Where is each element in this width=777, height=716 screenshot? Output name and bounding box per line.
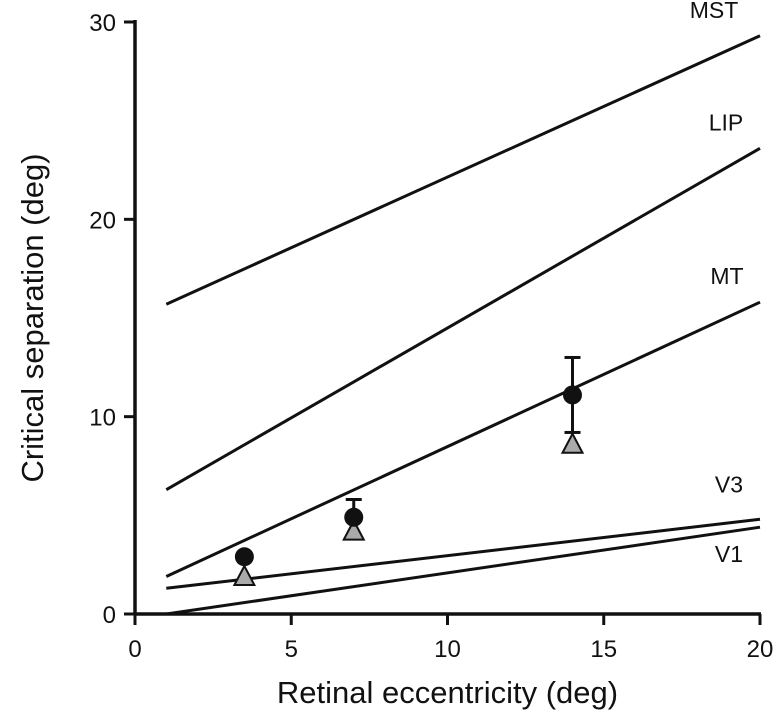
x-tick-label-5: 5 [285, 636, 298, 663]
y-tick-label-20: 20 [89, 207, 116, 234]
line-label-lip: LIP [709, 109, 744, 135]
y-tick-label-0: 0 [103, 602, 116, 629]
x-tick-label-20: 20 [747, 636, 774, 663]
line-label-mst: MST [690, 0, 739, 23]
circle-point-0 [234, 547, 254, 567]
x-tick-label-10: 10 [434, 636, 461, 663]
x-tick-label-15: 15 [590, 636, 617, 663]
circle-point-2 [563, 385, 582, 405]
line-v3 [166, 517, 761, 590]
line-v1 [166, 525, 761, 616]
x-tick-label-0: 0 [128, 636, 141, 663]
circle-point-1 [344, 507, 364, 527]
y-tick-label-30: 30 [89, 10, 116, 37]
line-label-v3: V3 [715, 471, 743, 497]
model-lines: MST LIP MT V3 V1 [165, 0, 761, 616]
error-bars [345, 355, 581, 518]
axes: 0 5 10 15 20 0 10 20 30 [89, 10, 773, 663]
line-lip [165, 146, 761, 492]
y-tick-label-10: 10 [89, 405, 116, 432]
text-labels: Retinal eccentricity (deg) Critical sepa… [15, 153, 618, 710]
line-label-v1: V1 [715, 541, 743, 567]
line-label-mt: MT [710, 263, 743, 289]
line-mst [165, 34, 761, 306]
data-points [232, 385, 585, 587]
x-axis-label: Retinal eccentricity (deg) [277, 675, 618, 710]
y-axis-label: Critical separation (deg) [15, 153, 50, 482]
triangle-point-2 [560, 431, 585, 454]
line-mt [165, 300, 761, 578]
triangle-point-1 [342, 518, 366, 541]
triangle-point-0 [232, 563, 257, 587]
